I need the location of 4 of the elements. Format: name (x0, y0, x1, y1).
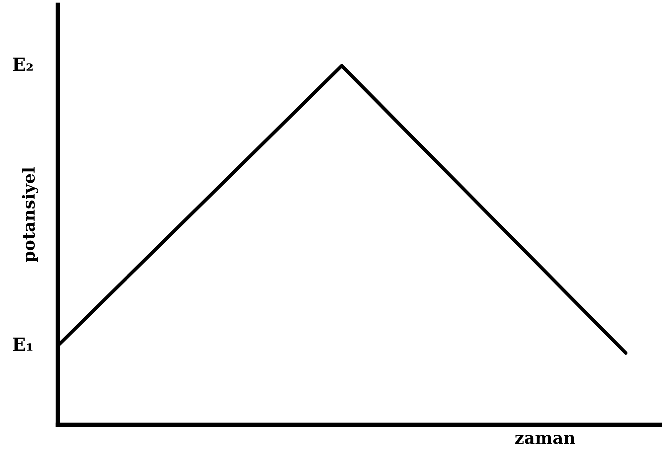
text: E₁ (13, 338, 33, 352)
text: E₂ (13, 58, 33, 72)
y-axis-title: potansiyel (22, 168, 39, 262)
x-axis-title: zaman (515, 435, 576, 444)
